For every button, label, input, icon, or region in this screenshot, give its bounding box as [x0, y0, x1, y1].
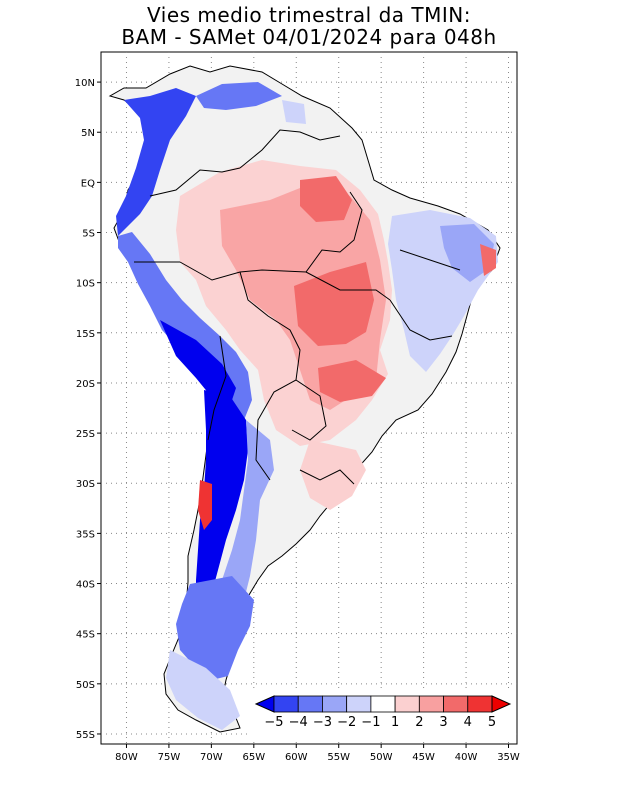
- border-line: [299, 469, 355, 485]
- warm-bias-hotspot: [294, 262, 374, 346]
- cold-bias-patagonia-south: [166, 650, 240, 730]
- border-line: [239, 271, 301, 381]
- colorbar-label: 3: [439, 715, 447, 730]
- colorbar-swatch: [297, 695, 323, 713]
- colorbar-label: 4: [464, 715, 472, 730]
- lat-tick-label: 50S: [76, 680, 95, 691]
- colorbar-swatch: [443, 695, 469, 713]
- colorbar-swatch: [273, 695, 299, 713]
- lat-tick-label: 55S: [76, 730, 95, 741]
- lat-tick-label: 40S: [76, 580, 95, 591]
- lon-tick-label: 60W: [285, 752, 308, 763]
- lat-tick-label: 10S: [76, 279, 95, 290]
- cold-bias-guianas: [282, 100, 306, 124]
- lon-tick-label: 80W: [115, 752, 138, 763]
- colorbar-label: −4: [289, 715, 308, 730]
- colorbar-label: −2: [337, 715, 356, 730]
- lon-tick-label: 70W: [200, 752, 223, 763]
- latitude-tick-labels: 10N 5N EQ 5S 10S 15S 20S 25S 30S 35S 40S 45S 50S 55S: [75, 78, 101, 741]
- colorbar-swatch: [322, 695, 348, 713]
- border-line: [179, 191, 363, 281]
- lon-tick-label: 65W: [243, 752, 266, 763]
- lon-tick-label: 45W: [412, 752, 435, 763]
- lat-tick-label: 5N: [81, 128, 95, 139]
- lat-tick-label: 20S: [76, 379, 95, 390]
- lat-tick-label: 30S: [76, 479, 95, 490]
- border-line: [149, 167, 241, 197]
- border-line: [291, 379, 327, 441]
- lat-tick-label: 25S: [76, 429, 95, 440]
- lon-tick-label: 35W: [497, 752, 520, 763]
- map-title-line-1: Vies medio trimestral da TMIN:: [147, 3, 471, 27]
- cold-bias-argentina: [222, 420, 274, 604]
- colorbar-swatch: [467, 695, 493, 713]
- colorbar-label: −1: [361, 715, 380, 730]
- lon-tick-label: 75W: [158, 752, 181, 763]
- border-line: [399, 249, 461, 271]
- warm-bias-hotspot: [318, 360, 386, 402]
- cold-bias-chile-argentina: [196, 390, 248, 620]
- longitude-tick-labels: 80W 75W 70W 65W 60W 55W 50W 45W 40W 35W: [115, 744, 520, 763]
- border-line: [239, 129, 341, 169]
- lat-tick-label: 10N: [75, 78, 95, 89]
- colorbar-swatch: [418, 695, 444, 713]
- colorbar-swatch: [394, 695, 420, 713]
- warm-bias-hotspot: [300, 176, 352, 222]
- country-borders: [134, 129, 461, 485]
- warm-bias-southern-brazil: [300, 440, 366, 510]
- bias-field: [116, 82, 498, 730]
- colorbar-label: 1: [391, 715, 399, 730]
- warm-bias-northeast-coast: [480, 244, 496, 276]
- lat-tick-label: 45S: [76, 630, 95, 641]
- cold-bias-venezuela: [196, 82, 282, 110]
- border-line: [305, 271, 391, 301]
- lat-tick-label: 5S: [82, 229, 95, 240]
- cold-bias-andes-north: [116, 88, 196, 236]
- border-line: [389, 299, 453, 341]
- colorbar-label: −3: [313, 715, 332, 730]
- lon-tick-label: 55W: [327, 752, 350, 763]
- border-line: [207, 335, 227, 441]
- lon-tick-label: 50W: [370, 752, 393, 763]
- cold-bias-patagonia: [176, 576, 254, 680]
- lat-tick-label: EQ: [81, 178, 95, 189]
- border-line: [255, 379, 297, 481]
- lat-tick-label: 35S: [76, 529, 95, 540]
- colorbar-swatch: [370, 695, 396, 713]
- lat-tick-label: 15S: [76, 329, 95, 340]
- colorbar-label: 5: [488, 715, 496, 730]
- colorbar-swatch: [346, 695, 372, 713]
- cold-bias-andes-core: [160, 320, 236, 406]
- lon-tick-label: 40W: [455, 752, 478, 763]
- map-title-line-2: BAM - SAMet 04/01/2024 para 048h: [121, 25, 497, 49]
- colorbar-label: 2: [415, 715, 423, 730]
- warm-bias-chile: [198, 480, 212, 530]
- colorbar-label: −5: [264, 715, 283, 730]
- colorbar: −5 −4 −3 −2 −1 1 2 3 4 5: [250, 690, 516, 740]
- colorbar-arrow-max: [491, 695, 512, 713]
